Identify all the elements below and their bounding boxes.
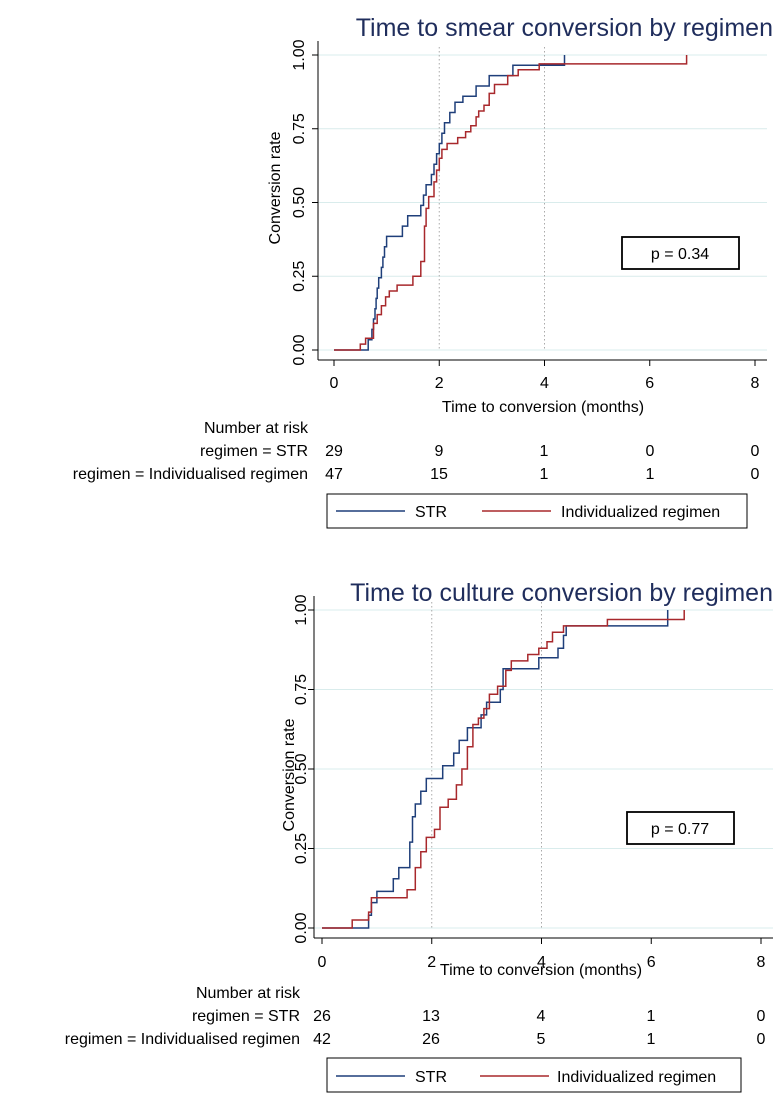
risk-count: 1 [540,443,549,460]
legend-box [326,1057,742,1093]
risk-count: 47 [325,466,343,483]
risk-table-header: Number at risk [196,985,301,1002]
risk-count: 0 [646,443,655,460]
y-tick-label: 0.50 [291,187,308,218]
x-tick-label: 4 [540,375,549,392]
plot-area: 0.00 0.25 0.50 0.75 1.00 0 2 4 6 8 [291,39,767,392]
risk-table-header: Number at risk [204,420,309,437]
p-value-box [626,811,735,845]
risk-count: 1 [540,466,549,483]
culture-conversion-panel: Time to culture conversion by regimen Co… [65,579,773,1093]
x-tick-label: 0 [318,954,327,971]
risk-row-label: regimen = STR [192,1008,300,1025]
series-line-str [334,55,566,351]
legend: STR Individualized regimen [326,493,748,529]
risk-count: 29 [325,443,343,460]
p-value-annotation: p = 0.77 [651,821,709,838]
risk-count: 26 [422,1031,440,1048]
y-tick-label: 0.25 [293,833,310,864]
y-tick-label: 0.75 [293,674,310,705]
y-tick-label: 0.00 [293,912,310,943]
chart-title: Time to smear conversion by regimen [356,14,773,42]
y-tick-label: 0.00 [291,334,308,365]
risk-count: 0 [751,466,760,483]
x-tick-label: 8 [751,375,760,392]
series-line-individualized [334,55,688,351]
x-tick-label: 6 [647,954,656,971]
legend-label-individualized: Individualized regimen [561,504,720,521]
p-value-box [621,236,740,270]
risk-row-label: regimen = Individualised regimen [65,1031,300,1048]
x-axis-label: Time to conversion (months) [442,399,644,416]
risk-count: 0 [757,1008,766,1025]
y-axis-label: Conversion rate [267,131,284,244]
x-tick-label: 8 [757,954,766,971]
risk-count: 0 [757,1031,766,1048]
risk-row-label: regimen = STR [200,443,308,460]
risk-count: 26 [313,1008,331,1025]
risk-count: 1 [647,1008,656,1025]
risk-count: 1 [646,466,655,483]
x-tick-label: 0 [330,375,339,392]
y-tick-label: 0.75 [291,113,308,144]
risk-count: 5 [537,1031,546,1048]
y-tick-label: 1.00 [293,594,310,625]
x-axis-label: Time to conversion (months) [440,962,642,979]
x-tick-label: 4 [537,954,546,971]
risk-count: 15 [430,466,448,483]
x-tick-label: 2 [427,954,436,971]
legend-label-individualized: Individualized regimen [557,1069,716,1086]
y-tick-label: 0.25 [291,261,308,292]
y-tick-label: 0.50 [293,753,310,784]
legend-label-str: STR [415,504,447,521]
risk-row-label: regimen = Individualised regimen [73,466,308,483]
series-line-str [322,610,669,929]
y-tick-label: 1.00 [291,39,308,70]
risk-count: 1 [647,1031,656,1048]
p-value-annotation: p = 0.34 [651,246,709,263]
legend: STR Individualized regimen [326,1057,742,1093]
risk-count: 42 [313,1031,331,1048]
series-line-individualized [322,610,685,929]
x-tick-label: 6 [645,375,654,392]
plot-area: 0.00 0.25 0.50 0.75 1.00 0 2 4 6 8 [293,594,773,971]
y-axis-label: Conversion rate [281,718,298,831]
smear-conversion-panel: Time to smear conversion by regimen Conv… [73,14,773,529]
legend-label-str: STR [415,1069,447,1086]
risk-count: 13 [422,1008,440,1025]
chart-title: Time to culture conversion by regimen [350,579,773,607]
risk-count: 0 [751,443,760,460]
x-tick-label: 2 [435,375,444,392]
risk-count: 4 [537,1008,546,1025]
risk-count: 9 [435,443,444,460]
